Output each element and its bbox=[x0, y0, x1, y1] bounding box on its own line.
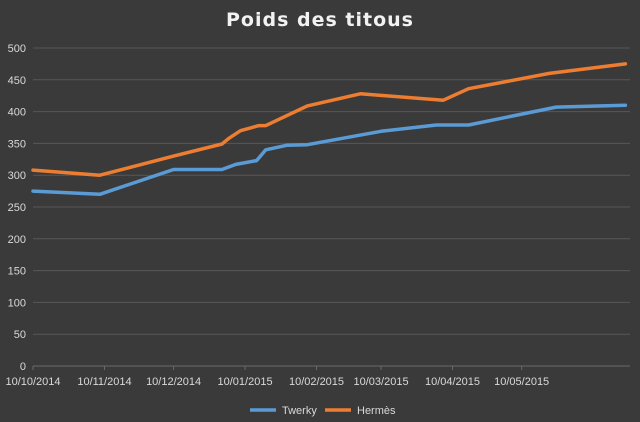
y-tick-label: 50 bbox=[14, 329, 26, 341]
y-tick-label: 150 bbox=[8, 266, 26, 278]
series-line-1 bbox=[31, 103, 628, 197]
y-tick-label: 350 bbox=[8, 138, 26, 150]
x-tick-label: 10/10/2014 bbox=[5, 376, 60, 388]
y-tick-label: 500 bbox=[8, 43, 26, 55]
y-tick-label: 0 bbox=[20, 361, 26, 373]
x-tick-label: 10/12/2014 bbox=[146, 376, 201, 388]
legend: Twerky Hermès bbox=[250, 405, 396, 417]
x-tick-label: 10/01/2015 bbox=[218, 376, 273, 388]
series-line-2 bbox=[31, 62, 628, 177]
chart-title: Poids des titous bbox=[226, 9, 414, 31]
x-tick-label: 10/05/2015 bbox=[494, 376, 549, 388]
y-tick-label: 250 bbox=[8, 202, 26, 214]
y-tick-label: 400 bbox=[8, 107, 26, 119]
gridlines bbox=[33, 47, 630, 367]
x-tick-label: 10/03/2015 bbox=[354, 376, 409, 388]
x-tick-label: 10/04/2015 bbox=[425, 376, 480, 388]
legend-label: Twerky bbox=[282, 405, 317, 417]
x-tick-label: 10/02/2015 bbox=[289, 376, 344, 388]
y-tick-label: 100 bbox=[8, 297, 26, 309]
x-axis-ticks: 10/10/2014 10/11/2014 10/12/2014 10/01/2015… bbox=[5, 366, 549, 388]
y-axis-ticks: 0 50 100 150 200 250 300 350 400 450 500 bbox=[8, 43, 26, 373]
x-tick-label: 10/11/2014 bbox=[77, 376, 131, 388]
legend-label: Hermès bbox=[357, 405, 396, 417]
y-tick-label: 200 bbox=[8, 234, 26, 246]
series-lines bbox=[31, 62, 628, 197]
y-tick-label: 300 bbox=[8, 170, 26, 182]
y-tick-label: 450 bbox=[8, 75, 26, 87]
